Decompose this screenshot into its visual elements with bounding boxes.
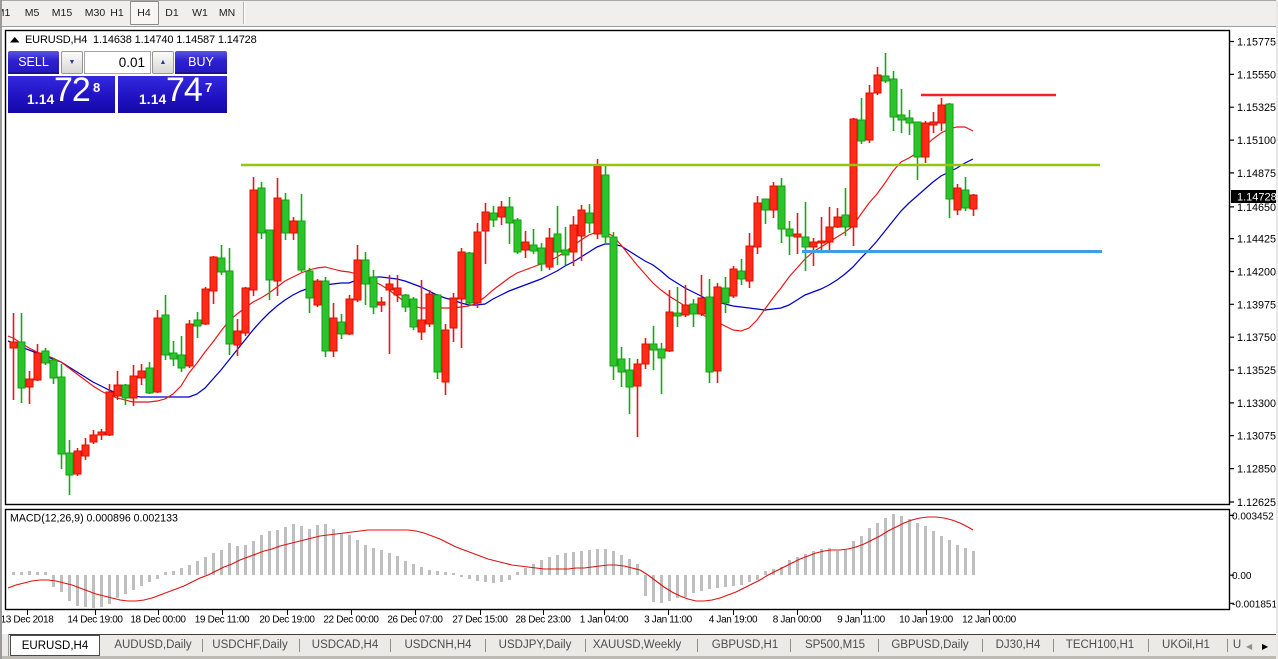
svg-text:1.13300: 1.13300 [1237,398,1276,410]
svg-text:22 Dec 00:00: 22 Dec 00:00 [323,615,379,626]
svg-text:1.14728: 1.14728 [1237,192,1277,204]
svg-text:26 Dec 07:00: 26 Dec 07:00 [387,615,443,626]
svg-text:1.15325: 1.15325 [1237,102,1276,114]
svg-text:18 Dec 00:00: 18 Dec 00:00 [130,615,186,626]
svg-text:EURUSD,H4 1.14638 1.14740 1.1: EURUSD,H4 1.14638 1.14740 1.14587 1.1472… [25,34,257,46]
svg-text:1.15775: 1.15775 [1237,37,1276,49]
svg-text:27 Dec 15:00: 27 Dec 15:00 [452,615,508,626]
svg-text:12 Jan 00:00: 12 Jan 00:00 [962,615,1016,626]
svg-text:1.14875: 1.14875 [1237,168,1276,180]
svg-text:1 Jan 04:00: 1 Jan 04:00 [580,615,629,626]
svg-text:1.13525: 1.13525 [1237,365,1276,377]
svg-text:1.12625: 1.12625 [1237,497,1276,509]
svg-text:8 Jan 00:00: 8 Jan 00:00 [773,615,822,626]
svg-text:1.13975: 1.13975 [1237,299,1276,311]
svg-text:28 Dec 23:00: 28 Dec 23:00 [515,615,571,626]
svg-text:3 Jan 11:00: 3 Jan 11:00 [644,615,692,626]
svg-text:1.14200: 1.14200 [1237,267,1276,279]
svg-text:1.14425: 1.14425 [1237,234,1276,246]
svg-text:0.003452: 0.003452 [1232,511,1274,522]
svg-text:14 Dec 19:00: 14 Dec 19:00 [67,615,123,626]
svg-text:1.13750: 1.13750 [1237,332,1276,344]
svg-text:1.15550: 1.15550 [1237,69,1276,81]
svg-text:9 Jan 11:00: 9 Jan 11:00 [837,615,885,626]
svg-text:10 Jan 19:00: 10 Jan 19:00 [899,615,953,626]
svg-text:1.15100: 1.15100 [1237,135,1276,147]
svg-text:19 Dec 11:00: 19 Dec 11:00 [195,615,250,626]
svg-text:20 Dec 19:00: 20 Dec 19:00 [259,615,315,626]
svg-text:1.14650: 1.14650 [1237,202,1276,214]
svg-text:MACD(12,26,9) 0.000896 0.00213: MACD(12,26,9) 0.000896 0.002133 [10,513,178,525]
svg-text:0.00: 0.00 [1232,571,1252,582]
svg-text:1.12850: 1.12850 [1237,464,1276,476]
svg-text:1.13075: 1.13075 [1237,431,1276,443]
svg-text:4 Jan 19:00: 4 Jan 19:00 [709,615,758,626]
svg-text:-0.001851: -0.001851 [1232,599,1277,610]
svg-text:13 Dec 2018: 13 Dec 2018 [1,615,55,626]
